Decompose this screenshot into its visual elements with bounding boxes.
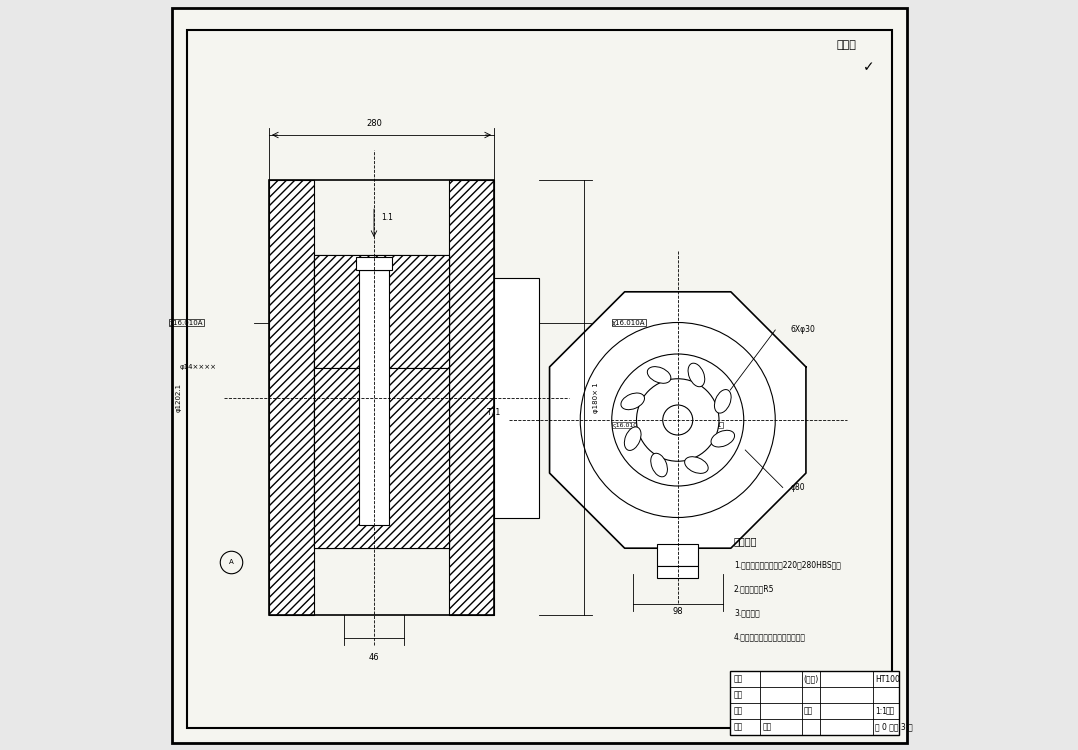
Ellipse shape	[624, 427, 641, 451]
Text: 设计: 设计	[734, 675, 743, 684]
Text: 单位: 单位	[886, 706, 895, 716]
Circle shape	[636, 379, 719, 461]
Text: χ16.010A: χ16.010A	[612, 320, 646, 326]
Text: 技术要求: 技术要求	[734, 536, 758, 546]
Bar	[730, 671, 899, 735]
Text: 46: 46	[369, 652, 379, 662]
Ellipse shape	[711, 430, 734, 447]
Text: HT100: HT100	[875, 675, 900, 684]
Text: 6Xφ30: 6Xφ30	[790, 326, 815, 334]
Text: 98: 98	[673, 607, 683, 616]
Text: (图名): (图名)	[804, 675, 819, 684]
Text: 审批: 审批	[734, 706, 743, 716]
Text: ς16.0101A: ς16.0101A	[612, 422, 646, 427]
Text: 比例: 比例	[804, 706, 813, 716]
Bar	[270, 180, 314, 615]
Bar	[359, 270, 389, 525]
Text: ✓: ✓	[863, 61, 875, 74]
Text: φ1202.1: φ1202.1	[176, 383, 182, 412]
Text: 批准: 批准	[734, 722, 743, 731]
Bar	[314, 368, 450, 548]
Text: 2\: 2\	[667, 411, 674, 417]
Text: A: A	[230, 560, 234, 566]
FancyBboxPatch shape	[171, 8, 907, 742]
Bar	[450, 180, 494, 615]
Text: 1:1: 1:1	[875, 706, 887, 716]
Ellipse shape	[688, 363, 705, 387]
Ellipse shape	[651, 453, 667, 477]
Text: T71: T71	[487, 408, 501, 417]
Text: φ180× 1: φ180× 1	[593, 382, 599, 412]
Text: 关注！: 关注！	[837, 40, 856, 50]
Circle shape	[663, 405, 693, 435]
Ellipse shape	[621, 393, 645, 410]
Bar	[658, 544, 699, 566]
Text: 1.1: 1.1	[382, 213, 393, 222]
Text: 280: 280	[367, 118, 382, 128]
Text: 3.清除毛刺: 3.清除毛刺	[734, 608, 760, 617]
Bar	[314, 255, 450, 368]
Text: φ80: φ80	[790, 483, 805, 492]
Bar	[314, 255, 450, 540]
Bar	[658, 566, 699, 578]
Ellipse shape	[647, 367, 671, 383]
Text: 4.零件加工表面上不得有划伤痕迹: 4.零件加工表面上不得有划伤痕迹	[734, 632, 806, 641]
Ellipse shape	[685, 457, 708, 473]
Polygon shape	[550, 292, 806, 548]
Bar	[356, 256, 392, 270]
Text: χ16.010A: χ16.010A	[169, 320, 204, 326]
Bar	[494, 278, 539, 518]
Text: 校核: 校核	[734, 691, 743, 700]
Text: 学号: 学号	[762, 722, 772, 731]
Text: 共 0 张第 3 张: 共 0 张第 3 张	[875, 722, 913, 731]
Ellipse shape	[715, 389, 731, 413]
Text: 1.钓饐尺形应戟装硬度220至280HBS之间: 1.钓饐尺形应戟装硬度220至280HBS之间	[734, 560, 841, 569]
Text: φ50.0101: φ50.0101	[693, 422, 722, 427]
Bar	[270, 180, 494, 615]
Text: 2.未注明圆角R5: 2.未注明圆角R5	[734, 584, 774, 593]
Bar	[314, 540, 450, 548]
Text: 1.6: 1.6	[400, 432, 412, 438]
Text: φ14××××: φ14××××	[180, 364, 217, 370]
